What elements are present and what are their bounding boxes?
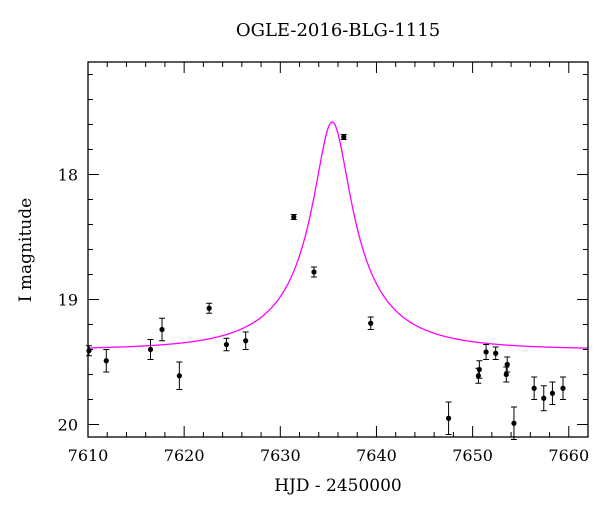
data-point: [531, 385, 537, 391]
model-curve: [87, 121, 589, 349]
axes-layer: 7610 7620 7630 7640 7650 7660 18 19 20: [58, 61, 589, 465]
chart-title: OGLE-2016-BLG-1115: [235, 20, 441, 41]
data-point: [475, 373, 481, 379]
x-tick-label: 7620: [164, 446, 205, 465]
x-tick-label: 7640: [356, 446, 397, 465]
data-point: [445, 415, 452, 421]
data-point: [541, 395, 547, 401]
data-point: [493, 350, 499, 356]
data-point: [503, 371, 509, 378]
data-point: [103, 358, 109, 364]
data-point: [147, 346, 154, 353]
data-point: [368, 320, 374, 326]
data-point: [86, 348, 92, 354]
data-point: [311, 269, 317, 275]
data-point: [159, 326, 165, 333]
data-point: [176, 373, 182, 379]
data-point: [504, 361, 510, 368]
data-point: [560, 385, 566, 391]
y-tick-label: 20: [58, 416, 78, 435]
x-tick-label: 7610: [68, 446, 109, 465]
data-point: [511, 420, 517, 426]
data-point: [206, 305, 212, 311]
x-tick-label: 7650: [452, 446, 493, 465]
data-point: [341, 134, 347, 140]
x-tick-label: 7660: [548, 446, 589, 465]
data-point: [243, 338, 249, 344]
y-tick-label: 18: [58, 166, 78, 185]
data-point: [549, 390, 556, 396]
y-tick-label: 19: [58, 291, 78, 310]
data-point: [223, 341, 230, 348]
data-points-layer: [85, 134, 566, 440]
model-curve-layer: [87, 121, 589, 349]
data-point: [476, 366, 482, 373]
x-tick-label: 7630: [260, 446, 301, 465]
x-axis-label: HJD - 2450000: [274, 476, 402, 496]
data-point: [291, 214, 297, 220]
plot-frame: [87, 61, 589, 438]
data-point: [483, 349, 489, 355]
